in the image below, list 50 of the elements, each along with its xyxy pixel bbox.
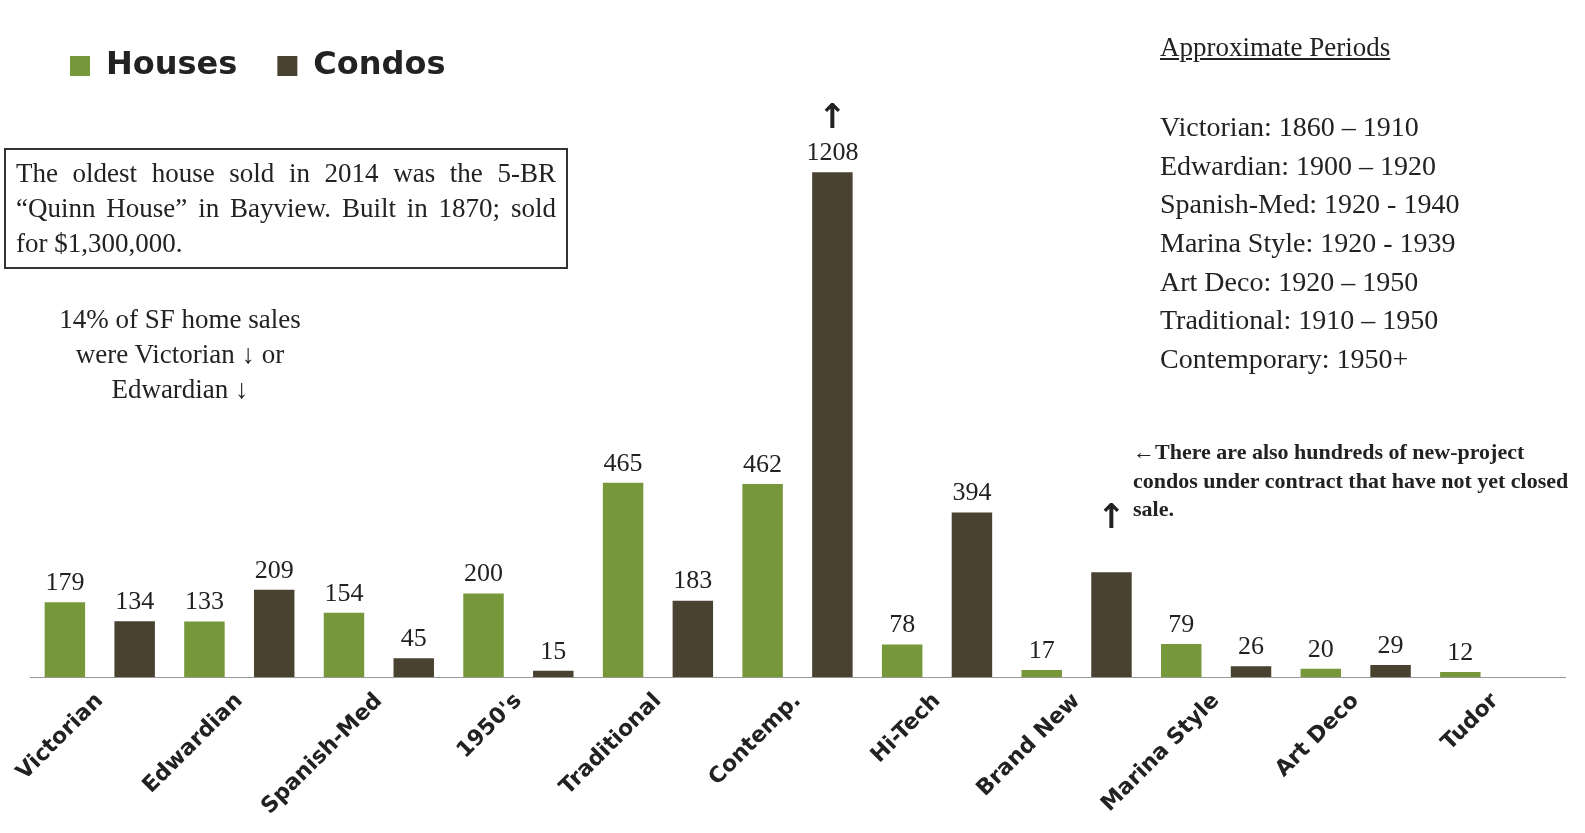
data-label: 12 <box>1447 636 1474 666</box>
bar <box>393 658 434 678</box>
bar <box>672 600 714 678</box>
data-label: 209 <box>254 554 294 584</box>
annotation: The oldest house sold in 2014 was the 5-BR “Quinn House” in Bayview. Built in 1870; sold for $1,300,000. <box>4 148 568 270</box>
annotation: Victorian: 1860 – 1910 Edwardian: 1900 – 1920 Spanish-Med: 1920 - 1940 Marina Style: 1920 - 1939 Art Deco: 1920 – 1950 Traditional: 1910 – 1950 Contemporary: 1950+ <box>1160 110 1461 376</box>
data-label: 462 <box>743 448 783 478</box>
bar <box>742 484 783 678</box>
annotation: ↑ <box>1097 496 1126 537</box>
data-label: 26 <box>1238 631 1265 661</box>
bar <box>602 482 644 678</box>
bar <box>533 670 574 678</box>
text: Approximate Periods <box>1160 31 1392 64</box>
data-label: 465 <box>603 447 643 477</box>
legend-label: Houses <box>106 44 238 83</box>
bar <box>44 602 86 678</box>
data-label: 78 <box>889 609 916 639</box>
annotation: 14% of SF home sales were Victorian ↓ or Edwardian ↓ <box>58 303 302 407</box>
bar <box>951 512 993 678</box>
text: ↑ <box>818 96 847 137</box>
bar <box>1370 665 1411 678</box>
bar <box>114 621 155 678</box>
data-label: 183 <box>673 565 713 595</box>
bar <box>463 593 504 678</box>
bar <box>253 589 295 678</box>
data-label: 394 <box>952 477 992 507</box>
bar <box>184 621 225 678</box>
bar <box>1021 670 1062 678</box>
bar <box>881 644 923 678</box>
data-label: 200 <box>464 558 504 588</box>
bar <box>323 612 365 678</box>
data-label: 1208 <box>806 137 859 167</box>
bar <box>1230 666 1272 678</box>
annotation: ←There are also hundreds of new-project condos under contract that have not yet closed sale. <box>1133 438 1570 524</box>
data-label: 179 <box>45 567 85 597</box>
data-label: 134 <box>115 585 155 615</box>
data-label: 154 <box>324 577 364 607</box>
bar <box>1161 644 1202 678</box>
bar <box>1440 672 1481 678</box>
data-label: 133 <box>184 586 224 616</box>
bar <box>1091 572 1132 678</box>
legend-label: Condos <box>313 44 446 83</box>
data-label: 20 <box>1307 633 1334 663</box>
data-label: 79 <box>1168 608 1195 638</box>
bar <box>812 172 853 678</box>
data-label: 45 <box>400 623 427 653</box>
bar <box>1300 668 1342 678</box>
data-label: 29 <box>1377 629 1404 659</box>
data-label: 15 <box>540 635 567 665</box>
data-label: 17 <box>1028 634 1055 664</box>
